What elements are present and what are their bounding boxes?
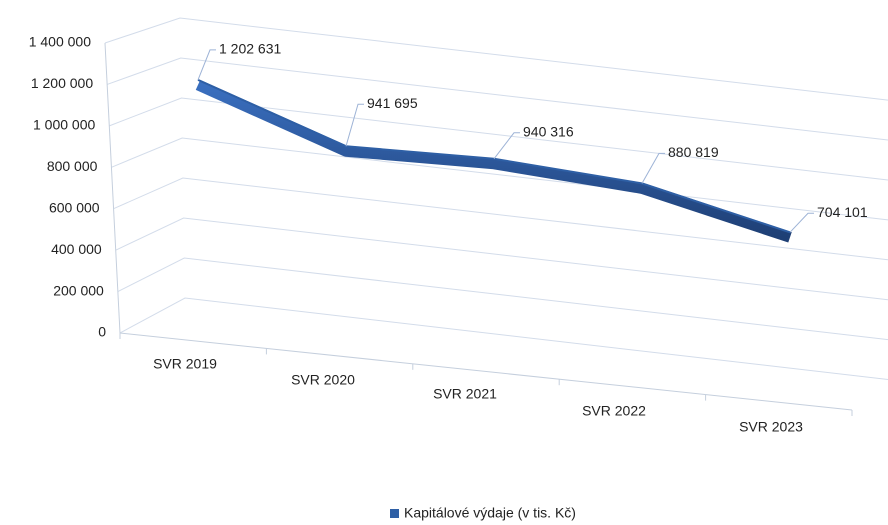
grid-line bbox=[109, 97, 888, 181]
x-tick-label: SVR 2020 bbox=[291, 372, 355, 388]
y-axis bbox=[104, 42, 121, 334]
line-ribbon bbox=[195, 79, 792, 243]
grid-line bbox=[106, 57, 888, 141]
legend-swatch bbox=[390, 509, 399, 518]
grid-line bbox=[104, 17, 888, 101]
y-tick-label: 400 000 bbox=[51, 241, 102, 257]
leader-line bbox=[345, 103, 364, 147]
leader-line bbox=[641, 152, 665, 184]
data-label: 1 202 631 bbox=[219, 41, 281, 57]
data-label: 941 695 bbox=[367, 95, 418, 111]
grid-line bbox=[113, 177, 888, 261]
y-tick-label: 200 000 bbox=[53, 282, 104, 298]
y-tick-label: 1 200 000 bbox=[31, 75, 93, 91]
leader-line bbox=[493, 132, 520, 160]
x-tick-label: SVR 2022 bbox=[582, 403, 646, 419]
legend-label: Kapitálové výdaje (v tis. Kč) bbox=[404, 505, 576, 521]
leader-line bbox=[789, 212, 814, 233]
grid-line bbox=[119, 297, 888, 381]
data-label: 940 316 bbox=[523, 123, 574, 139]
x-tick-label: SVR 2023 bbox=[739, 419, 803, 435]
y-tick-label: 800 000 bbox=[47, 158, 98, 174]
y-tick-label: 600 000 bbox=[49, 199, 100, 215]
data-label: 880 819 bbox=[668, 144, 719, 160]
x-tick-label: SVR 2021 bbox=[433, 386, 497, 402]
x-axis bbox=[119, 332, 853, 411]
grid-line bbox=[117, 257, 888, 341]
legend: Kapitálové výdaje (v tis. Kč) bbox=[390, 505, 576, 521]
grid-line bbox=[111, 137, 888, 221]
data-label: 704 101 bbox=[817, 204, 868, 220]
y-tick-label: 1 000 000 bbox=[33, 117, 95, 133]
leader-line bbox=[197, 49, 216, 81]
grid-line bbox=[115, 217, 888, 301]
x-tick-label: SVR 2019 bbox=[153, 356, 217, 372]
y-tick-label: 0 bbox=[98, 324, 106, 340]
y-tick-label: 1 400 000 bbox=[29, 34, 91, 50]
